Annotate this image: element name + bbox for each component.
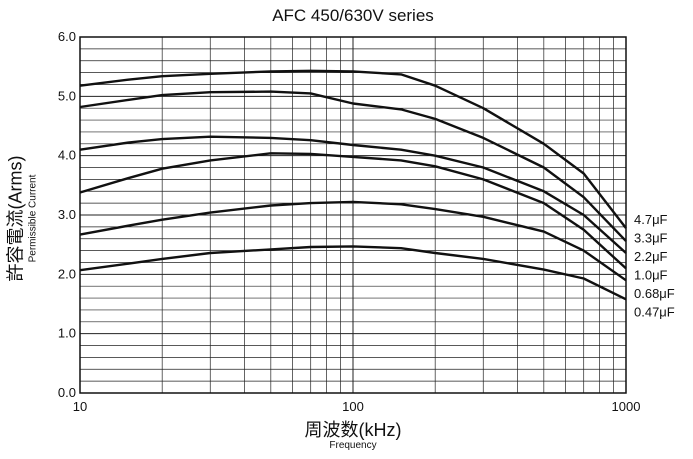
legend-entry: 4.7μF (634, 212, 668, 227)
legend-entry: 1.0μF (634, 268, 668, 283)
tick-labels: 0.0 1.0 2.0 3.0 4.0 5.0 6.0 10 100 1000 (58, 29, 641, 414)
x-axis-sublabel: Frequency (329, 440, 377, 451)
y-tick-label: 1.0 (58, 326, 76, 341)
plot-frame (79, 36, 627, 394)
grid (80, 37, 626, 393)
x-tick-label: 1000 (612, 399, 641, 414)
series-line-1 (79, 90, 627, 242)
series-lines (79, 69, 627, 301)
x-axis-label: 周波数(kHz) (304, 420, 402, 440)
y-tick-label: 0.0 (58, 385, 76, 400)
legend-entry: 0.68μF (634, 286, 675, 301)
x-tick-label: 10 (73, 399, 87, 414)
series-line-0 (79, 69, 627, 229)
series-line-2 (79, 135, 627, 254)
y-tick-label: 2.0 (58, 266, 76, 281)
y-tick-label: 4.0 (58, 148, 76, 163)
legend: 4.7μF 3.3μF 2.2μF 1.0μF 0.68μF 0.47μF (634, 212, 675, 320)
x-axis-title: 周波数(kHz) Frequency (80, 420, 626, 452)
y-tick-label: 6.0 (58, 29, 76, 44)
legend-entry: 2.2μF (634, 249, 668, 264)
y-tick-label: 5.0 (58, 88, 76, 103)
y-tick-label: 3.0 (58, 207, 76, 222)
chart-title: AFC 450/630V series (272, 6, 434, 25)
legend-entry: 0.47μF (634, 305, 675, 320)
x-tick-label: 100 (342, 399, 364, 414)
series-line-3 (79, 152, 627, 270)
legend-entry: 3.3μF (634, 231, 668, 246)
series-line-4 (79, 200, 627, 282)
series-line-5 (79, 245, 627, 301)
